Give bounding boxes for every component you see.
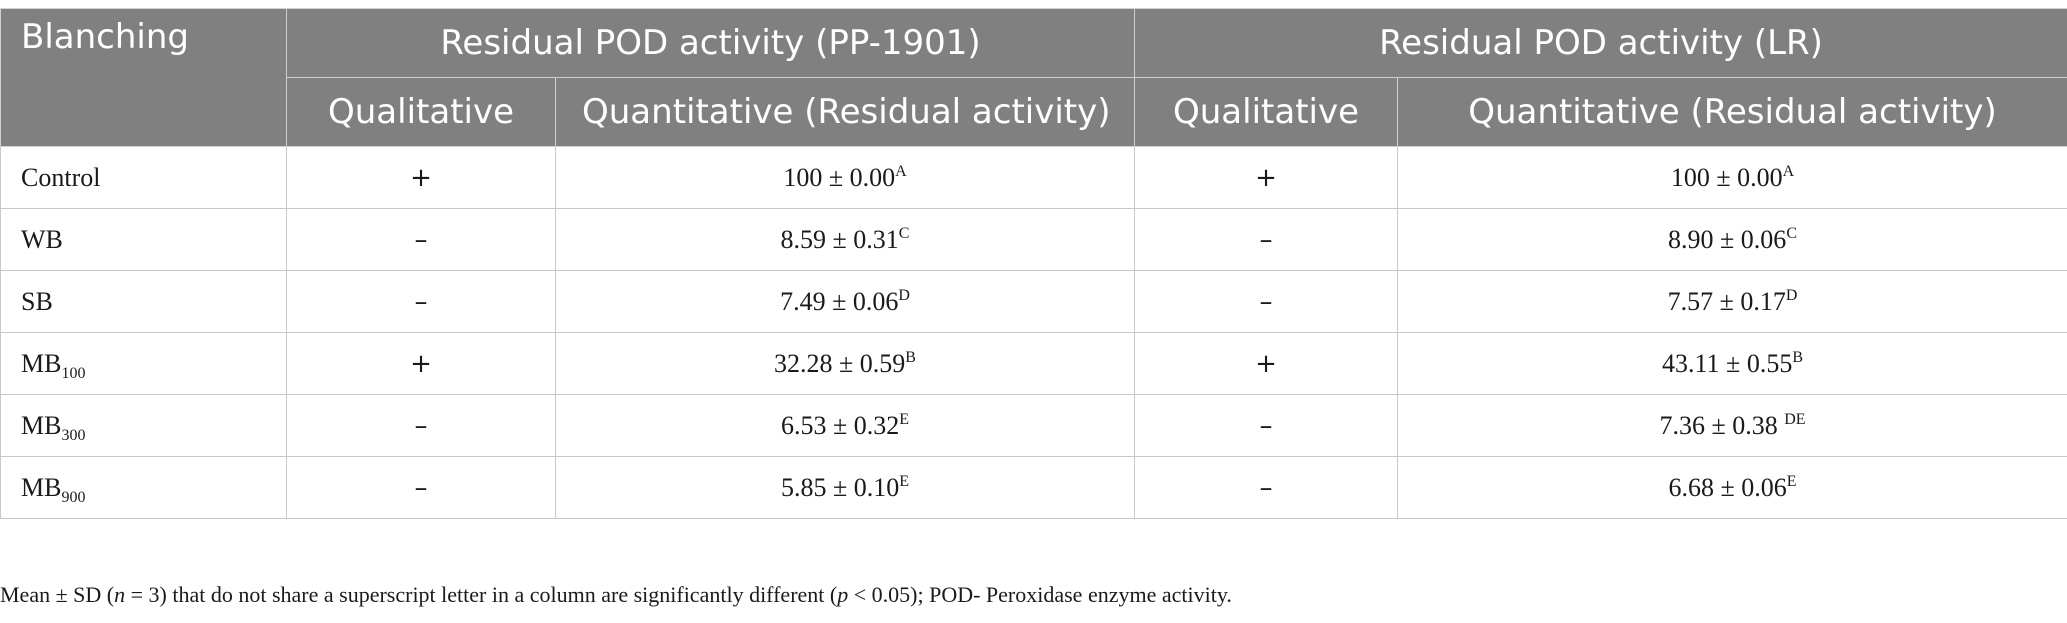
table-row: MB300 – 6.53 ± 0.32E – 7.36 ± 0.38 DE [0,394,2067,457]
table-row: MB900 – 5.85 ± 0.10E – 6.68 ± 0.06E [0,456,2067,519]
lr-quantitative-cell: 100 ± 0.00A [1396,146,2067,209]
footnote-text: < 0.05); POD- Peroxidase enzyme activity… [848,582,1232,607]
pp-value: 32.28 ± 0.59 [774,348,906,378]
pp-superscript: E [899,472,910,490]
pp-quantitative-cell: 32.28 ± 0.59B [555,332,1135,395]
lr-qualitative-cell: – [1134,270,1398,333]
pp-qualitative-cell: + [286,146,556,209]
footnote-text: = 3) that do not share a superscript let… [125,582,838,607]
pp-superscript: D [898,286,910,304]
lr-superscript: C [1786,224,1797,242]
table-row: WB – 8.59 ± 0.31C – 8.90 ± 0.06C [0,208,2067,271]
header-lr-quantitative: Quantitative (Residual activity) [1396,77,2067,147]
lr-value: 7.57 ± 0.17 [1667,286,1786,316]
treatment-cell: MB900 [0,456,287,519]
pp-superscript: E [899,410,910,428]
pp-value: 8.59 ± 0.31 [780,224,899,254]
pp-value: 5.85 ± 0.10 [780,472,900,502]
lr-qualitative-cell: + [1134,332,1398,395]
pp-superscript: A [895,162,907,180]
pp-qualitative-cell: + [286,332,556,395]
lr-quantitative-cell: 43.11 ± 0.55B [1396,332,2067,395]
table-row: Control + 100 ± 0.00A + 100 ± 0.00A [0,146,2067,209]
table-row: MB100 + 32.28 ± 0.59B + 43.11 ± 0.55B [0,332,2067,395]
footnote-n-symbol: n [114,582,126,607]
treatment-name: MB [21,472,62,502]
lr-value: 8.90 ± 0.06 [1668,224,1787,254]
lr-superscript: E [1786,472,1797,490]
treatment-name: SB [21,286,53,316]
treatment-cell: Control [0,146,287,209]
treatment-cell: WB [0,208,287,271]
header-pp-quantitative: Quantitative (Residual activity) [555,77,1135,147]
header-blanching: Blanching [0,8,287,147]
header-group-pp1901: Residual POD activity (PP-1901) [286,8,1135,78]
footnote-p-symbol: p [837,582,849,607]
treatment-name: WB [21,224,63,254]
header-group-lr: Residual POD activity (LR) [1133,8,2067,78]
pp-quantitative-cell: 6.53 ± 0.32E [555,394,1135,457]
treatment-cell: MB100 [0,332,287,395]
lr-quantitative-cell: 7.36 ± 0.38 DE [1396,394,2067,457]
table-footnote: Mean ± SD (n = 3) that do not share a su… [0,582,1232,608]
pp-superscript: C [898,224,910,242]
pp-superscript: B [905,348,916,366]
lr-qualitative-cell: – [1134,394,1398,457]
lr-value: 7.36 ± 0.38 [1659,410,1785,440]
lr-quantitative-cell: 6.68 ± 0.06E [1396,456,2067,519]
pp-qualitative-cell: – [286,456,556,519]
pp-value: 100 ± 0.00 [783,162,896,192]
treatment-name: MB [21,348,62,378]
pp-value: 7.49 ± 0.06 [780,286,899,316]
pp-qualitative-cell: – [286,394,556,457]
header-row-sub: Qualitative Quantitative (Residual activ… [1,77,2067,147]
treatment-subscript: 900 [61,488,86,506]
lr-superscript: B [1792,348,1803,366]
lr-superscript: A [1782,162,1795,180]
pp-quantitative-cell: 100 ± 0.00A [555,146,1135,209]
pp-qualitative-cell: – [286,208,556,271]
treatment-cell: SB [0,270,287,333]
treatment-name: Control [21,162,101,192]
lr-qualitative-cell: – [1134,456,1398,519]
pp-qualitative-cell: – [286,270,556,333]
lr-value: 6.68 ± 0.06 [1668,472,1787,502]
lr-qualitative-cell: + [1134,146,1398,209]
treatment-subscript: 100 [61,364,86,382]
lr-qualitative-cell: – [1134,208,1398,271]
lr-superscript: DE [1784,410,1806,428]
lr-superscript: D [1785,286,1798,304]
header-pp-qualitative: Qualitative [286,77,556,147]
lr-value: 100 ± 0.00 [1670,162,1783,192]
data-table: Blanching Residual POD activity (PP-1901… [0,8,2067,519]
treatment-cell: MB300 [0,394,287,457]
header-lr-qualitative: Qualitative [1134,77,1398,147]
lr-quantitative-cell: 7.57 ± 0.17D [1396,270,2067,333]
pp-quantitative-cell: 7.49 ± 0.06D [555,270,1135,333]
lr-value: 43.11 ± 0.55 [1662,348,1793,378]
treatment-subscript: 300 [61,426,86,444]
pp-value: 6.53 ± 0.32 [780,410,900,440]
lr-quantitative-cell: 8.90 ± 0.06C [1396,208,2067,271]
pp-quantitative-cell: 8.59 ± 0.31C [555,208,1135,271]
footnote-text: Mean ± SD ( [0,582,115,607]
table-row: SB – 7.49 ± 0.06D – 7.57 ± 0.17D [0,270,2067,333]
header-row-groups: Blanching Residual POD activity (PP-1901… [0,8,2067,147]
treatment-name: MB [21,410,62,440]
pp-quantitative-cell: 5.85 ± 0.10E [555,456,1135,519]
